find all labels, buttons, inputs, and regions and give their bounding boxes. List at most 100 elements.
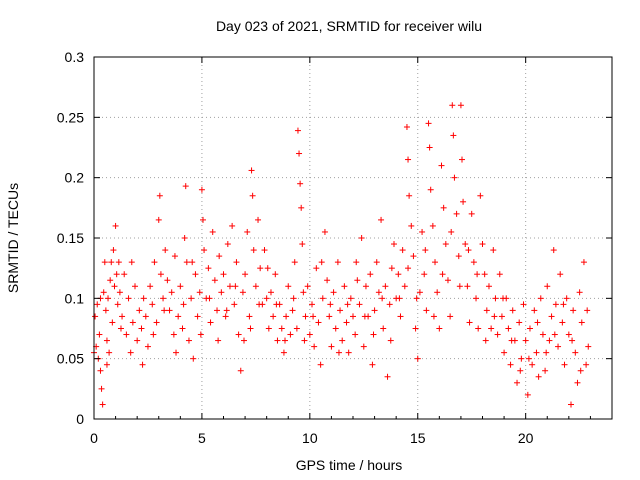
data-point [367,271,374,278]
data-point [121,271,128,278]
data-point [350,313,356,320]
data-point [479,241,486,248]
data-point [224,241,231,248]
data-point [501,349,508,356]
data-point [514,379,521,386]
data-point [531,307,538,314]
data-point [483,307,490,314]
data-point [442,241,449,248]
data-point [134,337,141,344]
data-point [373,259,380,266]
data-point [192,271,199,278]
data-point [328,343,335,350]
data-point [387,337,394,344]
data-point [524,391,531,398]
data-point [244,228,251,235]
data-point [261,247,268,254]
data-point [362,283,369,290]
data-point [379,295,386,302]
data-point [194,313,201,320]
data-point [313,265,320,272]
data-point [311,343,318,350]
data-point [569,337,576,344]
data-point [304,283,311,290]
data-point [380,325,387,332]
data-point [485,283,492,290]
data-point [267,289,274,296]
data-point [408,222,415,229]
data-point [455,253,462,260]
x-tick-label: 20 [518,430,534,446]
data-point [492,295,499,302]
data-point [580,259,587,266]
data-point [287,331,294,338]
data-point [537,295,544,302]
data-point [423,307,430,314]
axis-ticks: 0 5 10 15 20 0 0.05 0.1 0.15 0.2 0.25 0.3 [57,49,612,446]
data-point [142,313,149,320]
data-point [216,253,223,260]
data-point [405,156,412,163]
x-tick-label: 15 [410,430,426,446]
data-point [361,313,368,320]
data-point [239,289,246,296]
data-point [153,319,160,326]
data-point [585,343,592,350]
data-point [111,283,118,290]
data-point [255,216,262,223]
y-axis-label: SRMTID / TECUs [5,183,21,293]
data-point [318,259,325,266]
data-point [578,319,585,326]
data-point [139,361,146,368]
data-point [341,283,348,290]
data-point [491,313,498,320]
data-point [425,120,432,127]
data-point [310,313,317,320]
data-point [583,361,590,368]
data-point [470,259,477,266]
data-point [198,186,205,193]
data-point [235,331,242,338]
data-point [343,319,350,326]
data-point [465,247,472,254]
data-point [436,325,443,332]
data-point [171,253,178,260]
data-point [147,283,154,290]
data-point [546,337,553,344]
data-point [105,295,112,302]
data-point [197,331,204,338]
data-point [358,235,365,241]
data-point [100,289,107,296]
data-point [285,283,292,290]
data-point [391,241,398,248]
data-point [201,247,208,254]
data-point [119,313,126,320]
data-point [354,277,361,284]
data-point [101,259,108,266]
data-point [222,313,229,320]
data-point [522,337,529,344]
data-point [360,343,367,350]
data-point [94,301,101,308]
data-point [218,289,225,296]
data-point [293,325,300,332]
data-point [181,235,188,241]
data-point [182,183,189,190]
data-point [151,259,158,266]
data-point [117,325,124,332]
data-point [237,367,244,374]
data-point [138,325,145,332]
data-point [168,289,175,296]
data-point [525,355,532,362]
data-point [173,349,180,356]
data-point [296,150,303,157]
data-point [498,313,505,320]
data-point [170,331,177,338]
data-point [396,295,403,302]
data-point [422,247,429,254]
data-point [405,265,412,272]
data-point [247,325,254,332]
data-point [550,247,557,254]
data-point [229,222,236,229]
